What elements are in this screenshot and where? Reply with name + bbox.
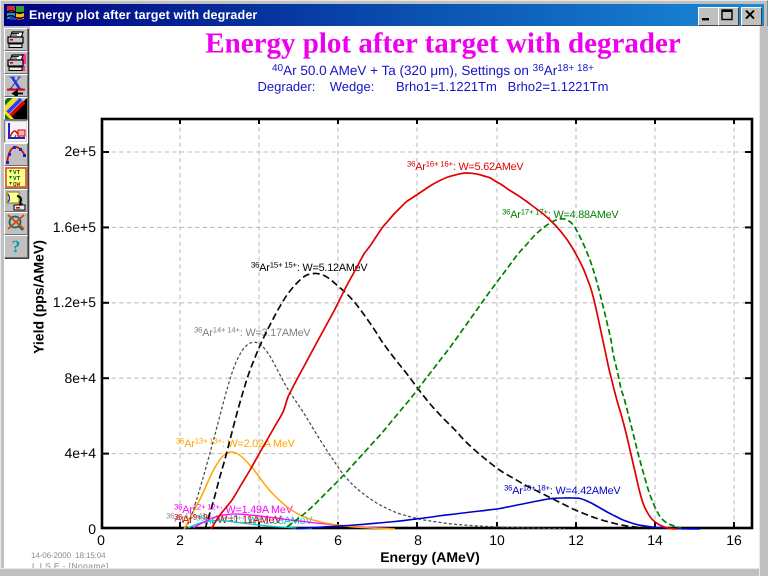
svg-text:8e+4: 8e+4 xyxy=(64,370,96,386)
svg-text:12: 12 xyxy=(568,532,584,548)
svg-text:2e+5: 2e+5 xyxy=(64,143,96,159)
svg-text:36Ar14+ 14+: W=3.17AMeV: 36Ar14+ 14+: W=3.17AMeV xyxy=(194,326,311,340)
svg-text:?: ? xyxy=(12,237,21,256)
svg-text:0: 0 xyxy=(97,532,105,548)
svg-text:VT: VT xyxy=(13,169,21,176)
svg-text:0: 0 xyxy=(88,521,96,537)
svg-text:36Ar13+ 13+: W=2.02A MeV: 36Ar13+ 13+: W=2.02A MeV xyxy=(176,437,296,451)
svg-text:40Ar 50.0 AMeV + Ta (320 μm),: 40Ar 50.0 AMeV + Ta (320 μm), Settings o… xyxy=(272,63,594,78)
svg-text:36Ar11+ 11+: 36Ar11+ 11+ xyxy=(166,512,211,526)
svg-text:2: 2 xyxy=(176,532,184,548)
svg-text:QW: QW xyxy=(13,181,21,188)
svg-text:1.6e+5: 1.6e+5 xyxy=(53,219,96,235)
svg-text:4e+4: 4e+4 xyxy=(64,445,96,461)
svg-text:Degrader: Wedge: Brho1: Degrader: Wedge: Brho1=1.1221Tm Brho2=1.… xyxy=(258,79,609,94)
svg-text:4: 4 xyxy=(255,532,263,548)
svg-text:10: 10 xyxy=(489,532,505,548)
svg-text:36Ar15+ 15+: W=5.12AMeV: 36Ar15+ 15+: W=5.12AMeV xyxy=(251,261,368,275)
svg-text:6: 6 xyxy=(334,532,342,548)
svg-text:16: 16 xyxy=(726,532,742,548)
svg-text:VT: VT xyxy=(13,175,21,182)
svg-text:Energy (AMeV): Energy (AMeV) xyxy=(380,549,480,565)
svg-text:Yield (pps/AMeV): Yield (pps/AMeV) xyxy=(31,240,47,354)
svg-text:14: 14 xyxy=(647,532,663,548)
svg-text:1.2e+5: 1.2e+5 xyxy=(53,294,96,310)
svg-text:36Ar18+ 18+: W=4.42AMeV: 36Ar18+ 18+: W=4.42AMeV xyxy=(504,484,621,498)
svg-text:8: 8 xyxy=(414,532,422,548)
svg-text:Energy plot after target with: Energy plot after target with degrader xyxy=(205,28,681,60)
svg-text:36Ar16+ 16+: W=5.62AMeV: 36Ar16+ 16+: W=5.62AMeV xyxy=(407,160,524,174)
svg-text:36Ar17+ 17+: W=4.88AMeV: 36Ar17+ 17+: W=4.88AMeV xyxy=(502,208,619,222)
svg-text:36Ar12+ 12+: W=1.49A MeV: 36Ar12+ 12+: W=1.49A MeV xyxy=(174,503,294,517)
